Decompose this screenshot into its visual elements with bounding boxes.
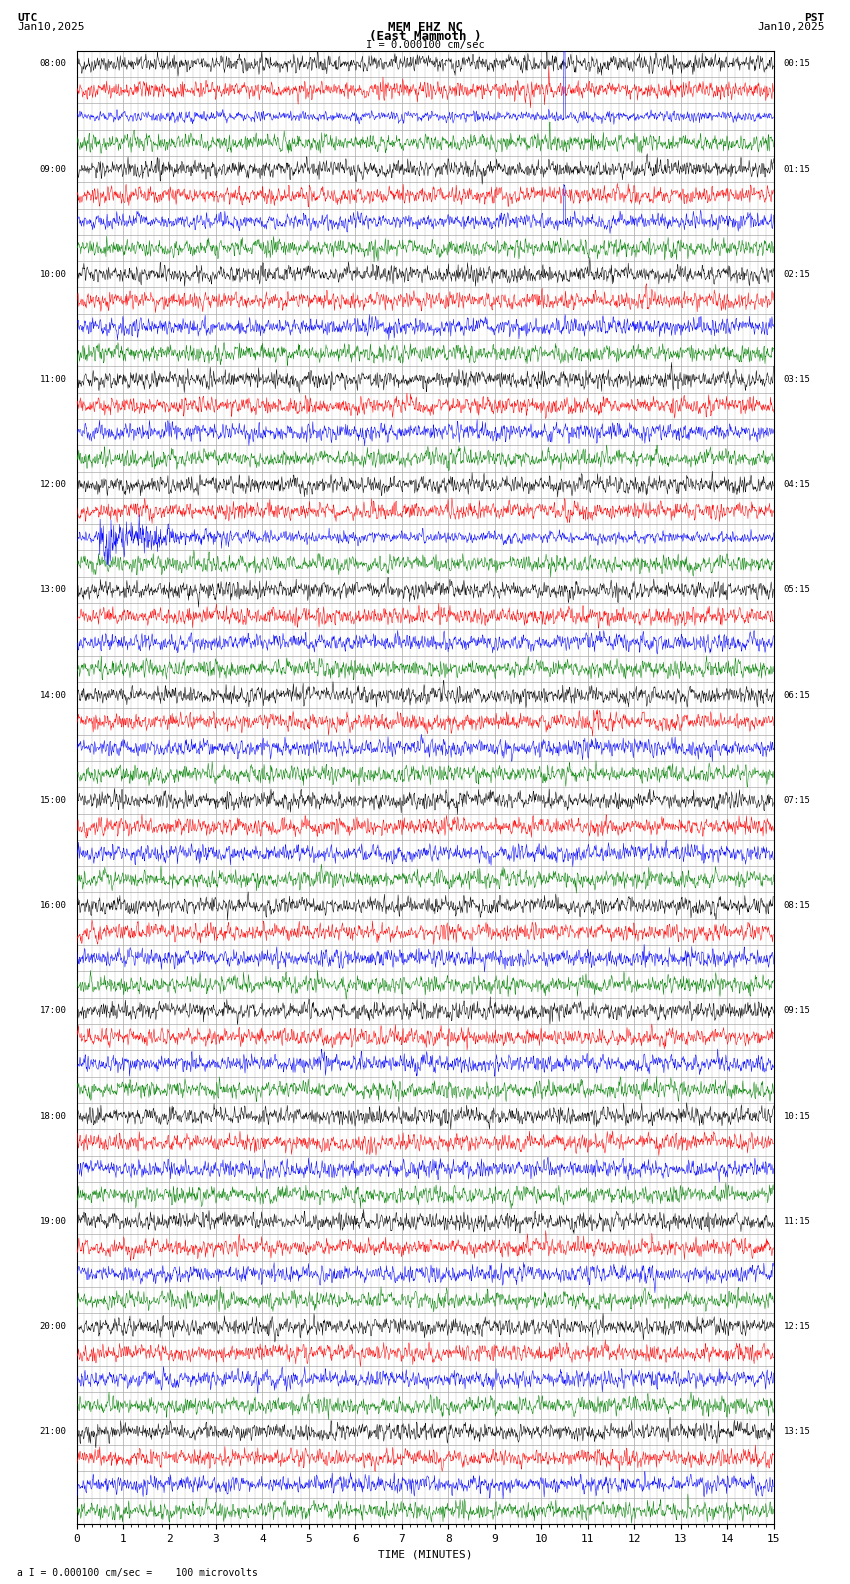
- Text: 09:00: 09:00: [39, 165, 66, 174]
- Text: 17:00: 17:00: [39, 1006, 66, 1015]
- Text: 21:00: 21:00: [39, 1427, 66, 1437]
- Text: a I = 0.000100 cm/sec =    100 microvolts: a I = 0.000100 cm/sec = 100 microvolts: [17, 1568, 258, 1578]
- Text: UTC: UTC: [17, 13, 37, 22]
- Text: Jan10,2025: Jan10,2025: [757, 22, 824, 32]
- Text: 12:15: 12:15: [784, 1323, 811, 1331]
- Text: I = 0.000100 cm/sec: I = 0.000100 cm/sec: [366, 40, 484, 49]
- Text: 08:15: 08:15: [784, 901, 811, 911]
- Text: Jan10,2025: Jan10,2025: [17, 22, 84, 32]
- Text: 00:15: 00:15: [784, 59, 811, 68]
- Text: 11:00: 11:00: [39, 375, 66, 383]
- Text: 14:00: 14:00: [39, 691, 66, 700]
- Text: 20:00: 20:00: [39, 1323, 66, 1331]
- X-axis label: TIME (MINUTES): TIME (MINUTES): [377, 1549, 473, 1559]
- Text: 12:00: 12:00: [39, 480, 66, 489]
- Text: 10:15: 10:15: [784, 1112, 811, 1120]
- Text: (East Mammoth ): (East Mammoth ): [369, 30, 481, 43]
- Text: 16:00: 16:00: [39, 901, 66, 911]
- Text: 02:15: 02:15: [784, 269, 811, 279]
- Text: 05:15: 05:15: [784, 586, 811, 594]
- Text: 04:15: 04:15: [784, 480, 811, 489]
- Text: 18:00: 18:00: [39, 1112, 66, 1120]
- Text: 03:15: 03:15: [784, 375, 811, 383]
- Text: 01:15: 01:15: [784, 165, 811, 174]
- Text: PST: PST: [804, 13, 824, 22]
- Text: 06:15: 06:15: [784, 691, 811, 700]
- Text: MEM EHZ NC: MEM EHZ NC: [388, 21, 462, 33]
- Text: 15:00: 15:00: [39, 795, 66, 805]
- Text: 08:00: 08:00: [39, 59, 66, 68]
- Text: 13:15: 13:15: [784, 1427, 811, 1437]
- Text: 11:15: 11:15: [784, 1217, 811, 1226]
- Text: 13:00: 13:00: [39, 586, 66, 594]
- Text: 19:00: 19:00: [39, 1217, 66, 1226]
- Text: 09:15: 09:15: [784, 1006, 811, 1015]
- Text: 10:00: 10:00: [39, 269, 66, 279]
- Text: 07:15: 07:15: [784, 795, 811, 805]
